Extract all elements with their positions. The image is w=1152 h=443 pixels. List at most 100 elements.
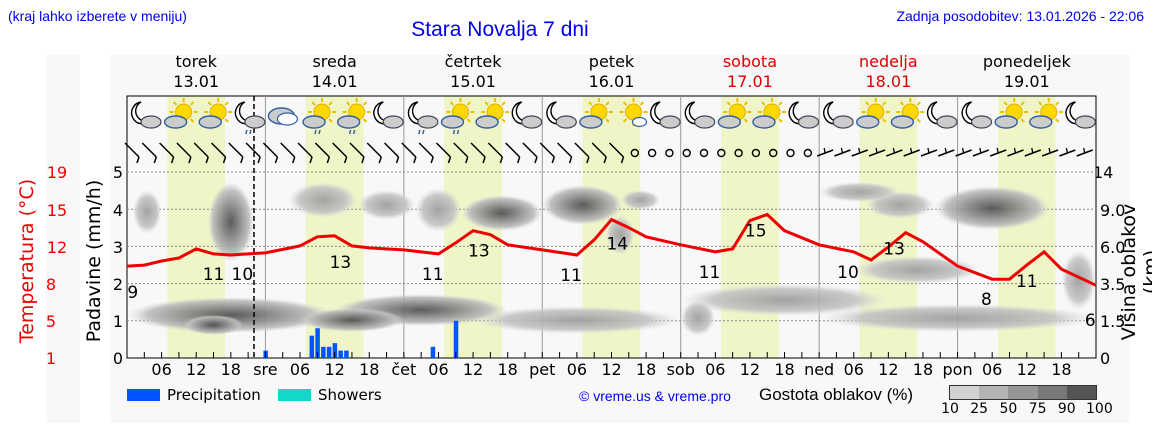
moon-cloud-rain-icon: [234, 101, 266, 135]
moon-cloud-icon: [961, 101, 993, 129]
region-hint-link[interactable]: (kraj lahko izberete v meniju): [8, 8, 187, 24]
x-axis-label: 18: [635, 360, 657, 379]
temp-tick: 1: [45, 349, 57, 368]
wind-barb-icon: [786, 148, 795, 158]
x-axis-label: 18: [1051, 360, 1072, 379]
sun-cloud-rain-icon: [302, 98, 337, 135]
temperature-label: 11: [422, 265, 444, 285]
wind-barb-icon: [682, 148, 691, 158]
temp-tick: 19: [46, 163, 68, 182]
wind-barb-icon: [938, 147, 955, 157]
wind-barb-icon: [280, 142, 296, 164]
sun-small-cloud-icon: [619, 98, 648, 128]
wind-barb-icon: [851, 147, 869, 157]
temperature-line: [126, 212, 1097, 287]
precip-tick: 5: [112, 163, 124, 182]
wind-barb-icon: [608, 142, 625, 164]
cloudy-icon: [267, 107, 299, 126]
moon-cloud-icon: [926, 101, 958, 129]
moon-cloud-icon: [511, 101, 543, 129]
x-axis-label: sre: [253, 360, 278, 379]
wind-barb-icon: [349, 142, 365, 164]
wind-barb-icon: [834, 147, 851, 157]
temp-tick: 8: [45, 275, 57, 294]
wind-barb-icon: [886, 147, 903, 157]
moon-cloud-icon: [684, 101, 716, 129]
temperature-labels: 9 11 10 13 11 13 11 14 11 15 10 13 8 11 6: [127, 222, 1095, 331]
x-axis-label: 06: [289, 360, 311, 379]
day-name: četrtek: [444, 52, 502, 71]
cloud-tick: 3.5: [1100, 275, 1126, 294]
x-axis-label: 06: [428, 360, 449, 379]
wind-barb-icon: [1041, 147, 1059, 157]
precipitation-legend-label: Precipitation: [167, 386, 261, 404]
day-label: torek 13.01: [136, 52, 256, 92]
wind-barb-icon: [159, 142, 175, 164]
sun-cloud-icon: [475, 98, 510, 129]
x-axis-label: pet: [529, 360, 556, 379]
sun-cloud-icon: [198, 98, 233, 129]
cloud-density-tick: 50: [999, 401, 1018, 417]
x-axis-label: 18: [912, 360, 934, 379]
cloud-tick: 6.0: [1100, 238, 1126, 257]
sun-cloud-icon: [890, 98, 925, 129]
wind-barb-icon: [505, 142, 521, 164]
copyright-link[interactable]: © vreme.us & vreme.pro: [579, 388, 731, 404]
wind-barb-icon: [769, 148, 778, 158]
sun-cloud-icon: [717, 98, 752, 129]
moon-cloud-icon: [546, 101, 577, 129]
cloud-density-title: Gostota oblakov (%): [759, 385, 914, 404]
temperature-label: 11: [1016, 272, 1038, 292]
temperature-label: 13: [468, 242, 490, 262]
sun-cloud-icon: [856, 98, 890, 129]
precip-tick: 3: [112, 238, 124, 257]
cloud-density-tick: 75: [1028, 401, 1047, 417]
x-axis-label: pon: [942, 360, 973, 379]
temperature-label: 13: [330, 253, 352, 273]
wind-barb-icon: [699, 148, 709, 158]
day-name: ponedeljek: [982, 52, 1071, 71]
temperature-label: 10: [232, 265, 254, 285]
x-axis-ticks: [143, 352, 1080, 358]
wind-barb-icon: [972, 147, 990, 157]
wind-barb-icon: [868, 147, 886, 157]
wind-barb-icon: [989, 147, 1007, 157]
wind-barb-icon: [210, 142, 227, 164]
day-name: torek: [175, 52, 217, 71]
wind-barb-icon: [539, 142, 555, 164]
wind-barb-icon: [522, 142, 538, 164]
day-label: ponedeljek 19.01: [967, 52, 1087, 92]
wind-barb-icon: [1076, 147, 1093, 157]
moon-cloud-icon: [788, 101, 820, 129]
wind-barb-icon: [193, 142, 209, 164]
day-name: petek: [588, 52, 635, 71]
x-axis-label: 06: [843, 360, 864, 379]
wind-barb-icon: [487, 142, 504, 164]
temp-tick: 12: [46, 238, 68, 257]
precip-tick: 4: [112, 201, 124, 220]
day-date: 18.01: [865, 72, 912, 91]
precip-tick: 0: [112, 349, 124, 368]
x-axis-label: 12: [739, 360, 761, 379]
day-label: petek 16.01: [552, 52, 672, 92]
day-date: 15.01: [450, 72, 496, 91]
temperature-label: 11: [699, 263, 721, 283]
sun-cloud-icon: [163, 98, 198, 129]
temperature-label: 6: [1085, 311, 1096, 331]
moon-cloud-icon: [373, 101, 404, 129]
sun-cloud-icon: [1029, 98, 1063, 129]
sun-cloud-rain-icon: [440, 98, 475, 135]
wind-barb-icon: [557, 142, 573, 164]
cloud-tick: 14: [1093, 163, 1114, 182]
sun-cloud-rain-icon: [336, 98, 371, 135]
wind-barb-icon: [803, 148, 813, 158]
day-date: 14.01: [311, 72, 358, 91]
wind-barb-icon: [470, 142, 486, 164]
wind-barb-icon: [435, 142, 452, 164]
x-axis-label: 18: [497, 360, 518, 379]
last-update-text: Zadnja posodobitev: 13.01.2026 - 22:06: [896, 8, 1144, 24]
moon-cloud-icon: [650, 101, 681, 129]
wind-barb-icon: [453, 142, 469, 164]
wind-barb-icon: [816, 147, 834, 157]
wind-barb-icon: [384, 142, 400, 164]
